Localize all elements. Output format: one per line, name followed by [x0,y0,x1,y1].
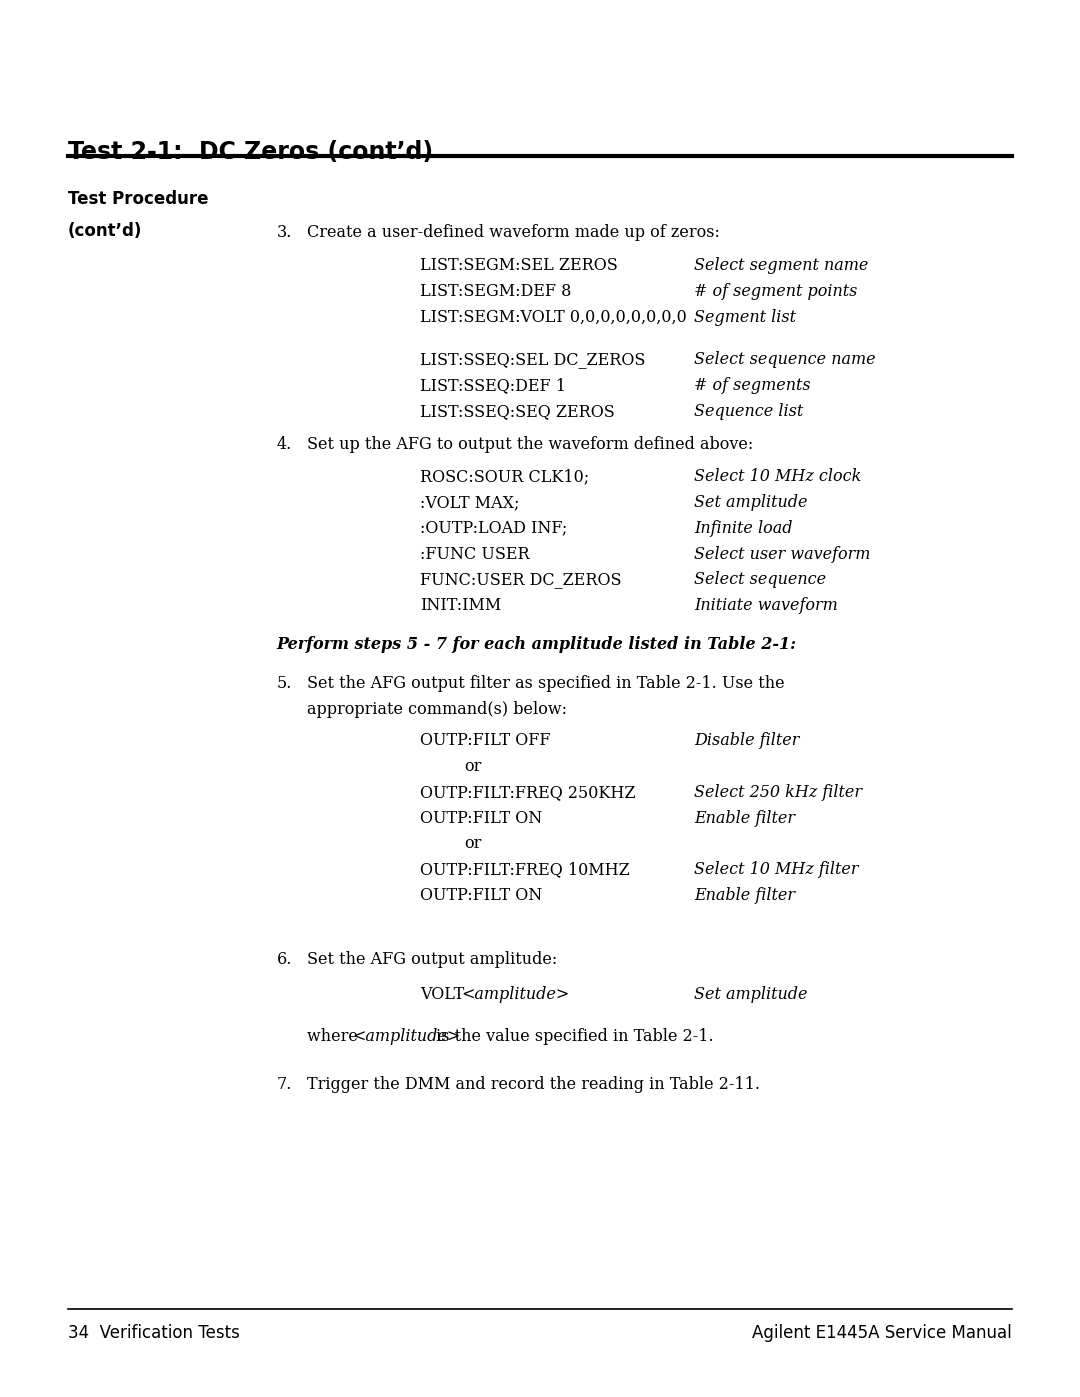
Text: OUTP:FILT ON: OUTP:FILT ON [420,810,542,827]
Text: Create a user-defined waveform made up of zeros:: Create a user-defined waveform made up o… [307,224,719,240]
Text: (cont’d): (cont’d) [68,222,143,240]
Text: OUTP:FILT ON: OUTP:FILT ON [420,887,542,904]
Text: Select sequence name: Select sequence name [694,351,876,369]
Text: Select 250 kHz filter: Select 250 kHz filter [694,784,863,800]
Text: Test Procedure: Test Procedure [68,190,208,208]
Text: LIST:SEGM:SEL ZEROS: LIST:SEGM:SEL ZEROS [420,257,618,274]
Text: :FUNC USER: :FUNC USER [420,545,530,563]
Text: Initiate waveform: Initiate waveform [694,597,838,615]
Text: 34  Verification Tests: 34 Verification Tests [68,1324,240,1343]
Text: Agilent E1445A Service Manual: Agilent E1445A Service Manual [752,1324,1012,1343]
Text: or: or [464,835,482,852]
Text: ROSC:SOUR CLK10;: ROSC:SOUR CLK10; [420,468,590,485]
Text: Segment list: Segment list [694,309,796,326]
Text: Set the AFG output amplitude:: Set the AFG output amplitude: [307,951,557,968]
Text: Test 2-1:  DC Zeros (cont’d): Test 2-1: DC Zeros (cont’d) [68,140,433,163]
Text: LIST:SSEQ:DEF 1: LIST:SSEQ:DEF 1 [420,377,566,394]
Text: LIST:SSEQ:SEQ ZEROS: LIST:SSEQ:SEQ ZEROS [420,402,615,420]
Text: :OUTP:LOAD INF;: :OUTP:LOAD INF; [420,520,567,536]
Text: Perform steps 5 - 7 for each amplitude listed in Table 2-1:: Perform steps 5 - 7 for each amplitude l… [276,636,796,652]
Text: FUNC:USER DC_ZEROS: FUNC:USER DC_ZEROS [420,571,622,588]
Text: Sequence list: Sequence list [694,402,804,420]
Text: VOLT: VOLT [420,986,470,1003]
Text: where: where [307,1028,363,1045]
Text: Set amplitude: Set amplitude [694,986,808,1003]
Text: <amplitude>: <amplitude> [461,986,569,1003]
Text: OUTP:FILT:FREQ 250KHZ: OUTP:FILT:FREQ 250KHZ [420,784,636,800]
Text: Select segment name: Select segment name [694,257,868,274]
Text: Select 10 MHz clock: Select 10 MHz clock [694,468,862,485]
Text: <amplitude>: <amplitude> [352,1028,460,1045]
Text: OUTP:FILT OFF: OUTP:FILT OFF [420,732,551,749]
Text: is the value specified in Table 2-1.: is the value specified in Table 2-1. [431,1028,714,1045]
Text: 7.: 7. [276,1076,292,1092]
Text: Set amplitude: Set amplitude [694,493,808,511]
Text: LIST:SEGM:VOLT 0,0,0,0,0,0,0,0: LIST:SEGM:VOLT 0,0,0,0,0,0,0,0 [420,309,687,326]
Text: LIST:SEGM:DEF 8: LIST:SEGM:DEF 8 [420,282,571,300]
Text: Trigger the DMM and record the reading in Table 2-11.: Trigger the DMM and record the reading i… [307,1076,759,1092]
Text: :VOLT MAX;: :VOLT MAX; [420,493,519,511]
Text: Infinite load: Infinite load [694,520,793,536]
Text: Enable filter: Enable filter [694,810,796,827]
Text: Select sequence: Select sequence [694,571,826,588]
Text: Disable filter: Disable filter [694,732,800,749]
Text: 6.: 6. [276,951,292,968]
Text: Set up the AFG to output the waveform defined above:: Set up the AFG to output the waveform de… [307,436,753,453]
Text: INIT:IMM: INIT:IMM [420,597,501,615]
Text: LIST:SSEQ:SEL DC_ZEROS: LIST:SSEQ:SEL DC_ZEROS [420,351,646,369]
Text: # of segments: # of segments [694,377,811,394]
Text: appropriate command(s) below:: appropriate command(s) below: [307,701,567,718]
Text: Select user waveform: Select user waveform [694,545,870,563]
Text: 4.: 4. [276,436,292,453]
Text: 5.: 5. [276,675,292,692]
Text: 3.: 3. [276,224,292,240]
Text: Set the AFG output filter as specified in Table 2-1. Use the: Set the AFG output filter as specified i… [307,675,784,692]
Text: Enable filter: Enable filter [694,887,796,904]
Text: # of segment points: # of segment points [694,282,858,300]
Text: OUTP:FILT:FREQ 10MHZ: OUTP:FILT:FREQ 10MHZ [420,861,630,879]
Text: or: or [464,757,482,775]
Text: Select 10 MHz filter: Select 10 MHz filter [694,861,859,879]
